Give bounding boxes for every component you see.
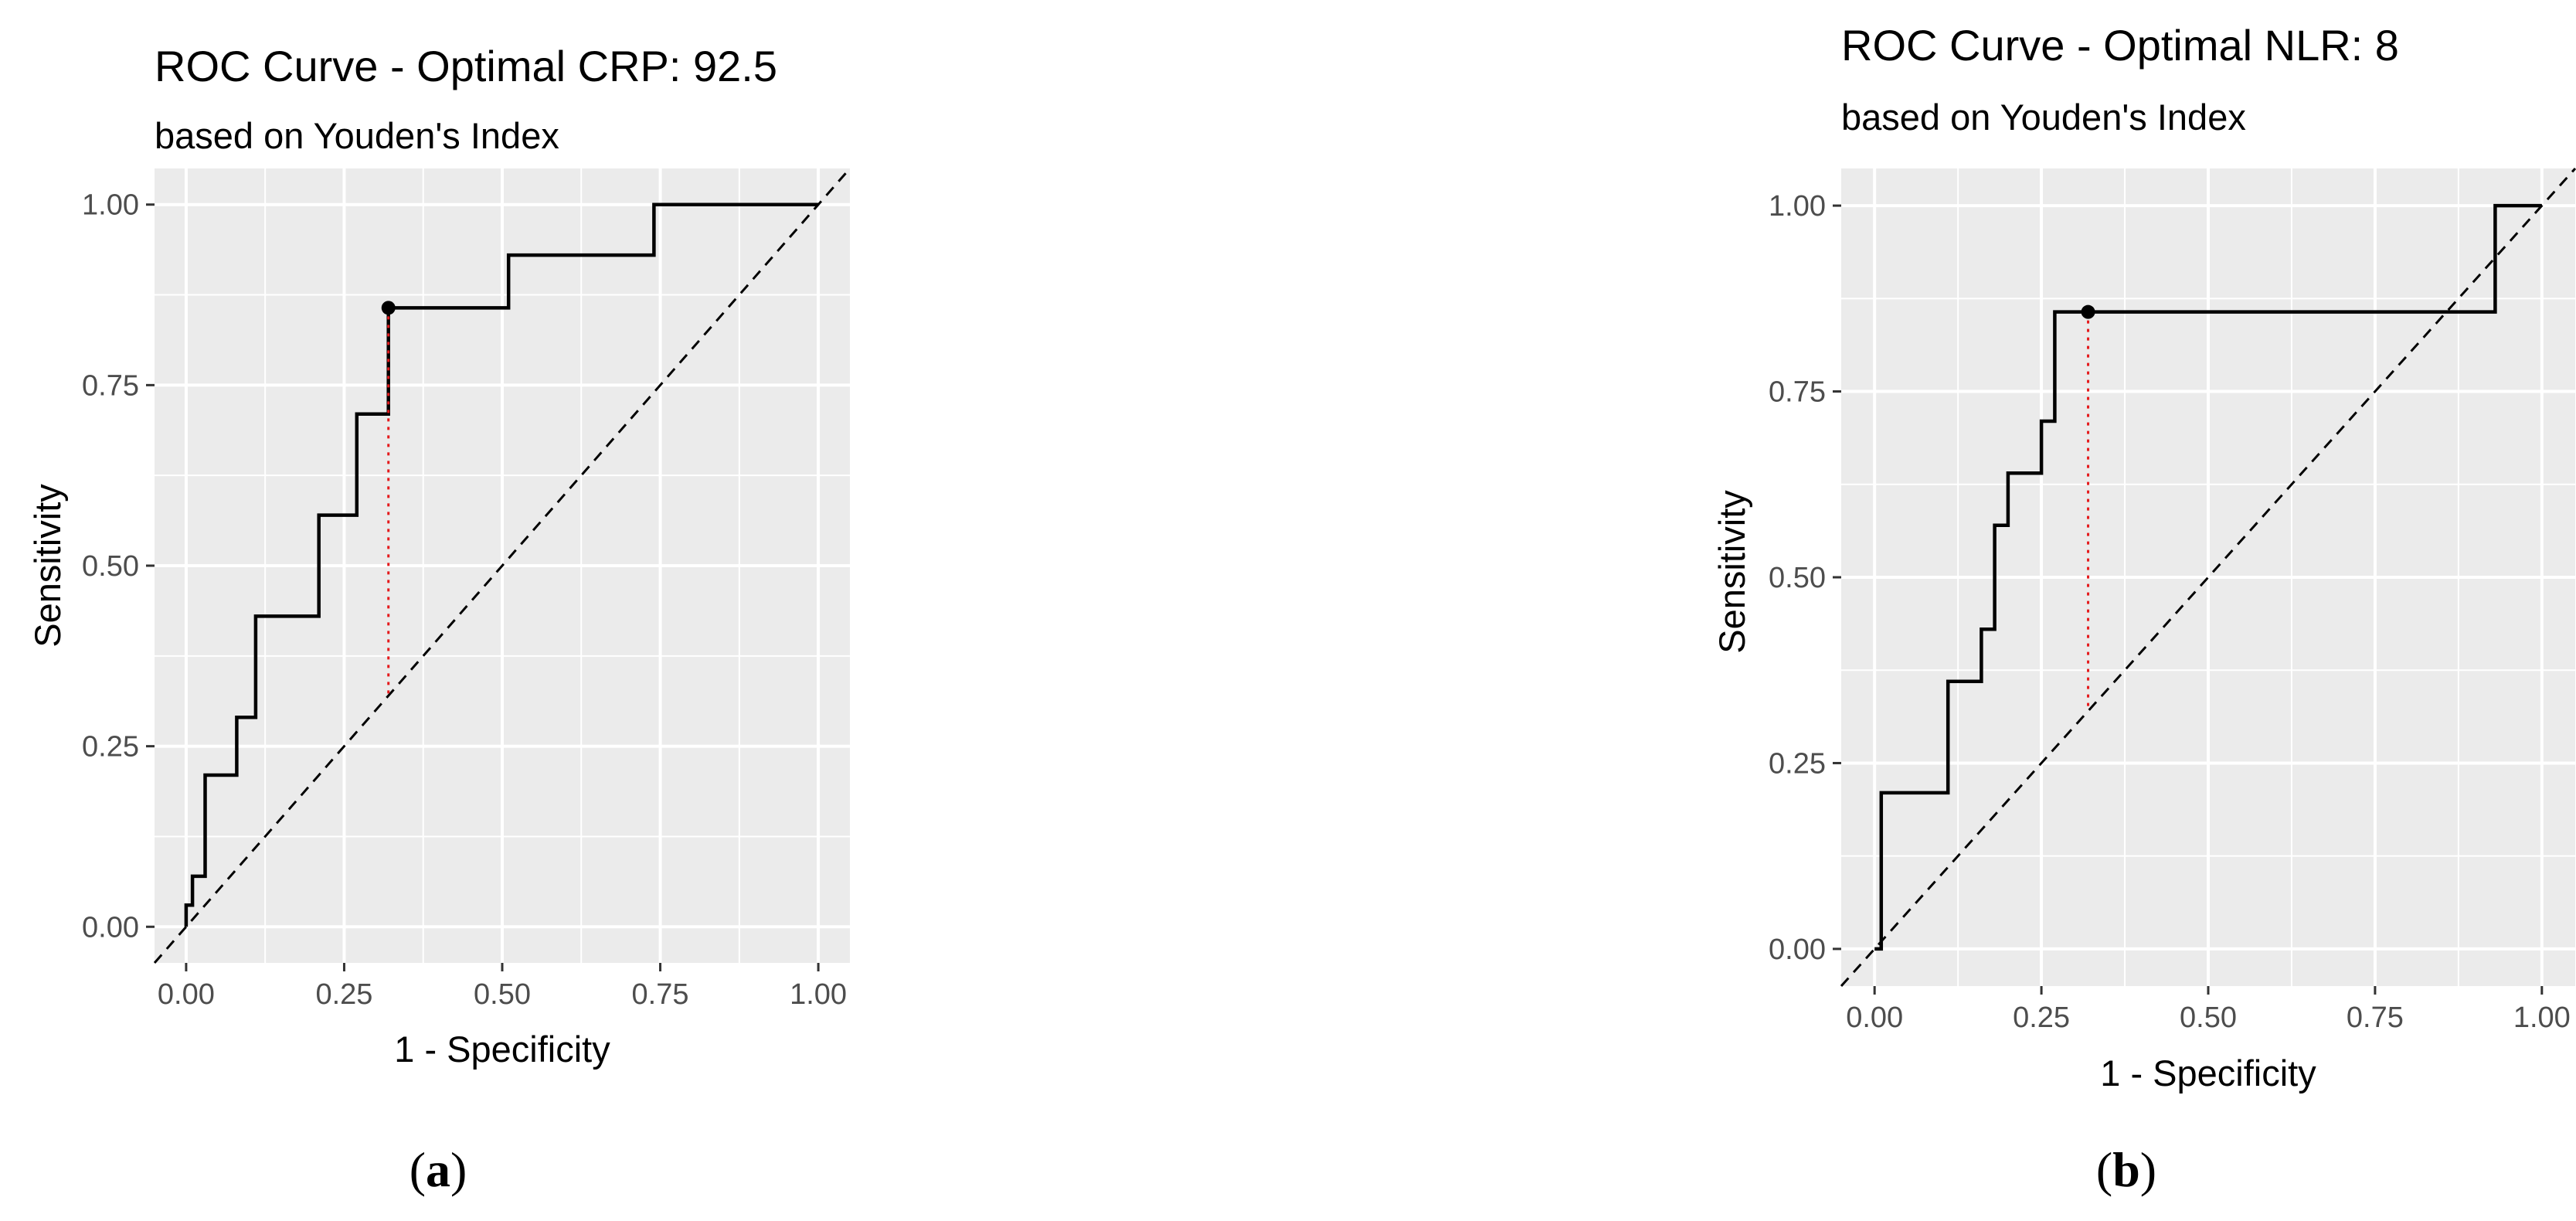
x-axis-ticks: 0.00 0.25 0.50 0.75 1.00 [1846,986,2571,1034]
x-tick-label: 0.00 [1846,1002,1903,1034]
x-tick-label: 1.00 [2513,1002,2571,1034]
chart-subtitle: based on Youden's Index [155,115,559,156]
grid-lines [1841,168,2575,986]
panel-caption: (a) [410,1142,467,1197]
optimal-point [381,301,396,315]
x-tick-label: 1.00 [790,978,847,1011]
y-tick-label: 0.00 [82,911,139,944]
x-tick-label: 0.25 [315,978,372,1011]
y-tick-label: 0.25 [82,731,139,764]
optimal-point-marker [2081,304,2095,319]
x-tick-label: 0.75 [632,978,689,1011]
reference-diagonal [153,168,851,964]
x-axis-title: 1 - Specificity [394,1029,610,1070]
optimal-point-marker [381,301,396,315]
x-tick-label: 0.50 [474,978,531,1011]
y-axis-ticks: 0.00 0.25 0.50 0.75 1.00 [1769,190,1841,966]
optimal-point [2081,304,2095,319]
x-tick-label: 0.50 [2180,1002,2237,1034]
x-tick-label: 0.75 [2347,1002,2404,1034]
reference-diagonal-line [1840,167,2576,988]
roc-panel-crp: ROC Curve - Optimal CRP: 92.5 based on Y… [27,42,851,1197]
y-tick-label: 0.00 [1769,934,1826,966]
panel-caption: (b) [2096,1142,2156,1197]
y-axis-title: Sensitivity [27,484,68,648]
x-tick-label: 0.25 [2013,1002,2070,1034]
x-axis-ticks: 0.00 0.25 0.50 0.75 1.00 [158,963,847,1011]
x-axis-title: 1 - Specificity [2100,1053,2316,1093]
roc-panel-nlr: ROC Curve - Optimal NLR: 8 based on Youd… [1711,21,2576,1197]
reference-diagonal-line [153,168,851,964]
y-axis-ticks: 0.00 0.25 0.50 0.75 1.00 [82,189,155,944]
chart-title: ROC Curve - Optimal CRP: 92.5 [155,42,777,90]
y-tick-label: 1.00 [82,189,139,222]
y-tick-label: 0.75 [82,369,139,402]
x-tick-label: 0.00 [158,978,215,1011]
y-tick-label: 0.50 [1769,562,1826,594]
y-tick-label: 0.50 [82,550,139,583]
chart-title: ROC Curve - Optimal NLR: 8 [1841,21,2399,70]
roc-curve-line [184,202,819,927]
y-tick-label: 0.25 [1769,747,1826,780]
reference-diagonal [1840,167,2576,988]
y-tick-label: 0.75 [1769,376,1826,409]
y-axis-title: Sensitivity [1711,490,1752,654]
y-tick-label: 1.00 [1769,190,1826,223]
chart-subtitle: based on Youden's Index [1841,97,2246,138]
roc-curve [184,202,819,927]
